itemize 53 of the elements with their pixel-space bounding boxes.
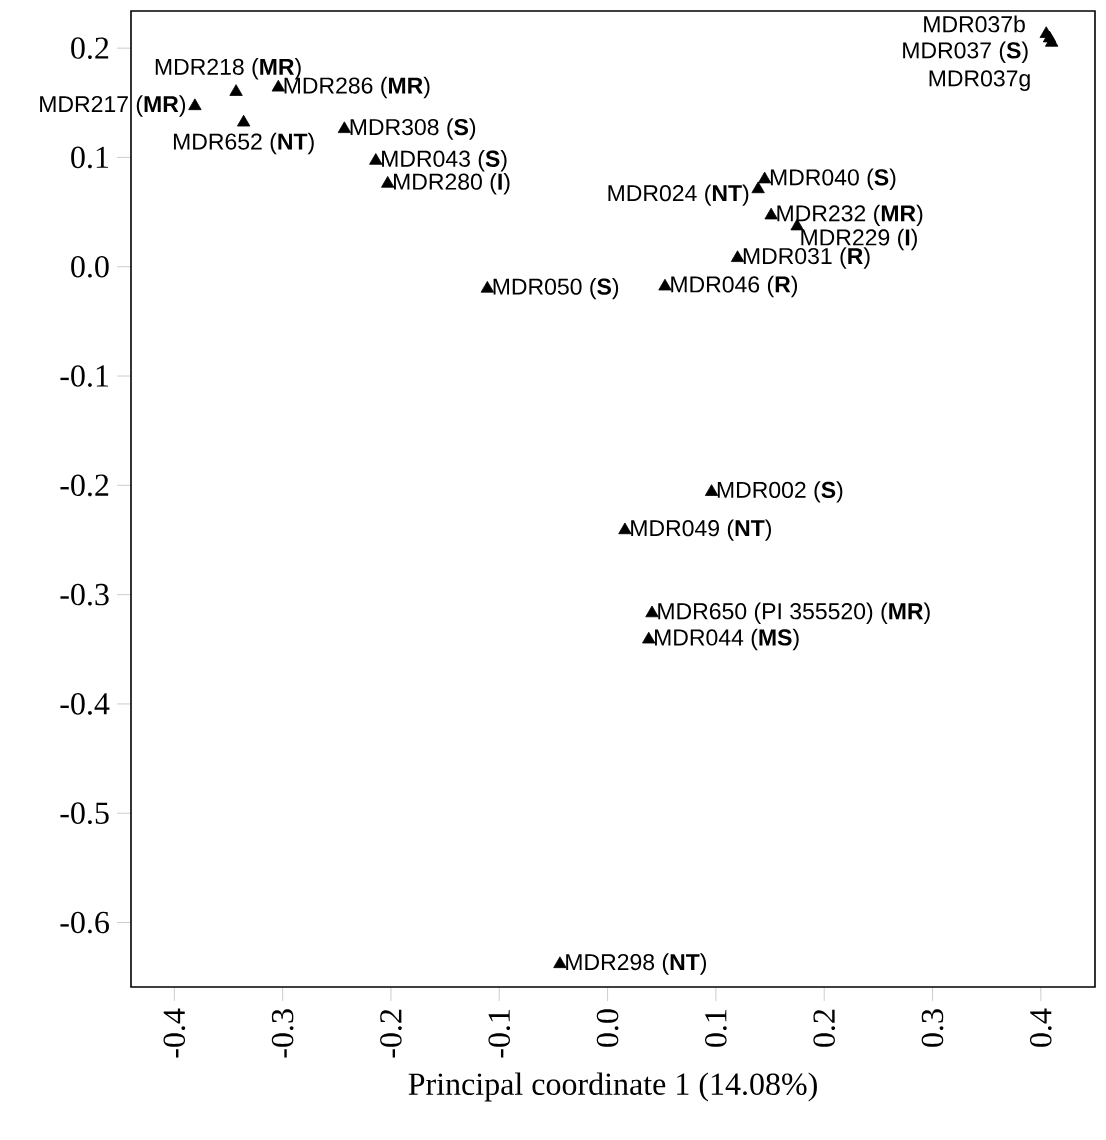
y-tick-label: -0.1: [60, 365, 109, 387]
series-label: MDR037 (S): [903, 41, 1028, 64]
series-label: MDR024 (NT): [608, 184, 749, 206]
series-label: MDR002 (S): [717, 481, 843, 503]
point: [645, 605, 659, 618]
y-tick-label: -0.5: [60, 802, 109, 825]
point: [751, 181, 765, 194]
x-tick-label: -0.4: [163, 1008, 186, 1058]
y-tick-label: -0.6: [60, 911, 109, 934]
y-tick-label: 0.2: [71, 37, 109, 59]
series-label: MDR046 (R): [671, 275, 798, 298]
series-label: MDR217 (MR): [40, 95, 186, 117]
x-tick-label: 0.2: [813, 1009, 836, 1047]
point: [188, 98, 202, 111]
y-tick-label: 0.0: [71, 255, 109, 278]
point: [237, 114, 251, 127]
point: [369, 153, 383, 165]
point: [1045, 35, 1059, 47]
point: [480, 280, 494, 293]
series-label: MDR044 (MS): [655, 628, 799, 651]
x-tick-label: -0.3: [271, 1009, 294, 1058]
x-tick-label: 0.4: [1029, 1008, 1052, 1047]
point: [764, 207, 778, 220]
x-tick-label: 0.0: [596, 1009, 619, 1047]
series-label: MDR049 (NT): [631, 519, 772, 541]
series-label: MDR040 (S): [770, 168, 896, 191]
series-label: MDR308 (S): [350, 118, 476, 140]
point: [758, 171, 772, 184]
series-label: MDR298 (NT): [566, 953, 707, 975]
point: [553, 956, 567, 969]
series-label: MDR037b: [924, 15, 1025, 33]
x-tick-label: 0.3: [921, 1009, 944, 1047]
x-tick-label: -0.1: [488, 1009, 511, 1058]
point: [658, 278, 672, 291]
y-tick-label: -0.4: [60, 693, 110, 715]
x-tick-label: 0.1: [705, 1009, 727, 1047]
series-label: MDR280 (I): [393, 172, 510, 195]
point: [642, 631, 656, 644]
series-label: MDR232 (MR): [777, 204, 923, 227]
point: [618, 522, 632, 535]
series-label: MDR037g: [929, 70, 1030, 92]
point: [271, 79, 285, 92]
y-tick-label: -0.3: [60, 583, 109, 606]
point: [381, 176, 395, 188]
series-label: MDR652 (NT): [173, 132, 314, 155]
x-axis-title: Principal coordinate 1 (14.08%): [408, 1072, 817, 1102]
series-label: MDR050 (S): [493, 277, 619, 300]
y-tick-label: 0.1: [71, 146, 109, 169]
x-tick-label: -0.2: [380, 1009, 402, 1058]
series-label: MDR650 (PI 355520) (MR): [658, 602, 930, 624]
point: [229, 84, 243, 96]
y-tick-label: -0.2: [60, 474, 109, 497]
series-label: MDR043 (S): [382, 150, 507, 172]
